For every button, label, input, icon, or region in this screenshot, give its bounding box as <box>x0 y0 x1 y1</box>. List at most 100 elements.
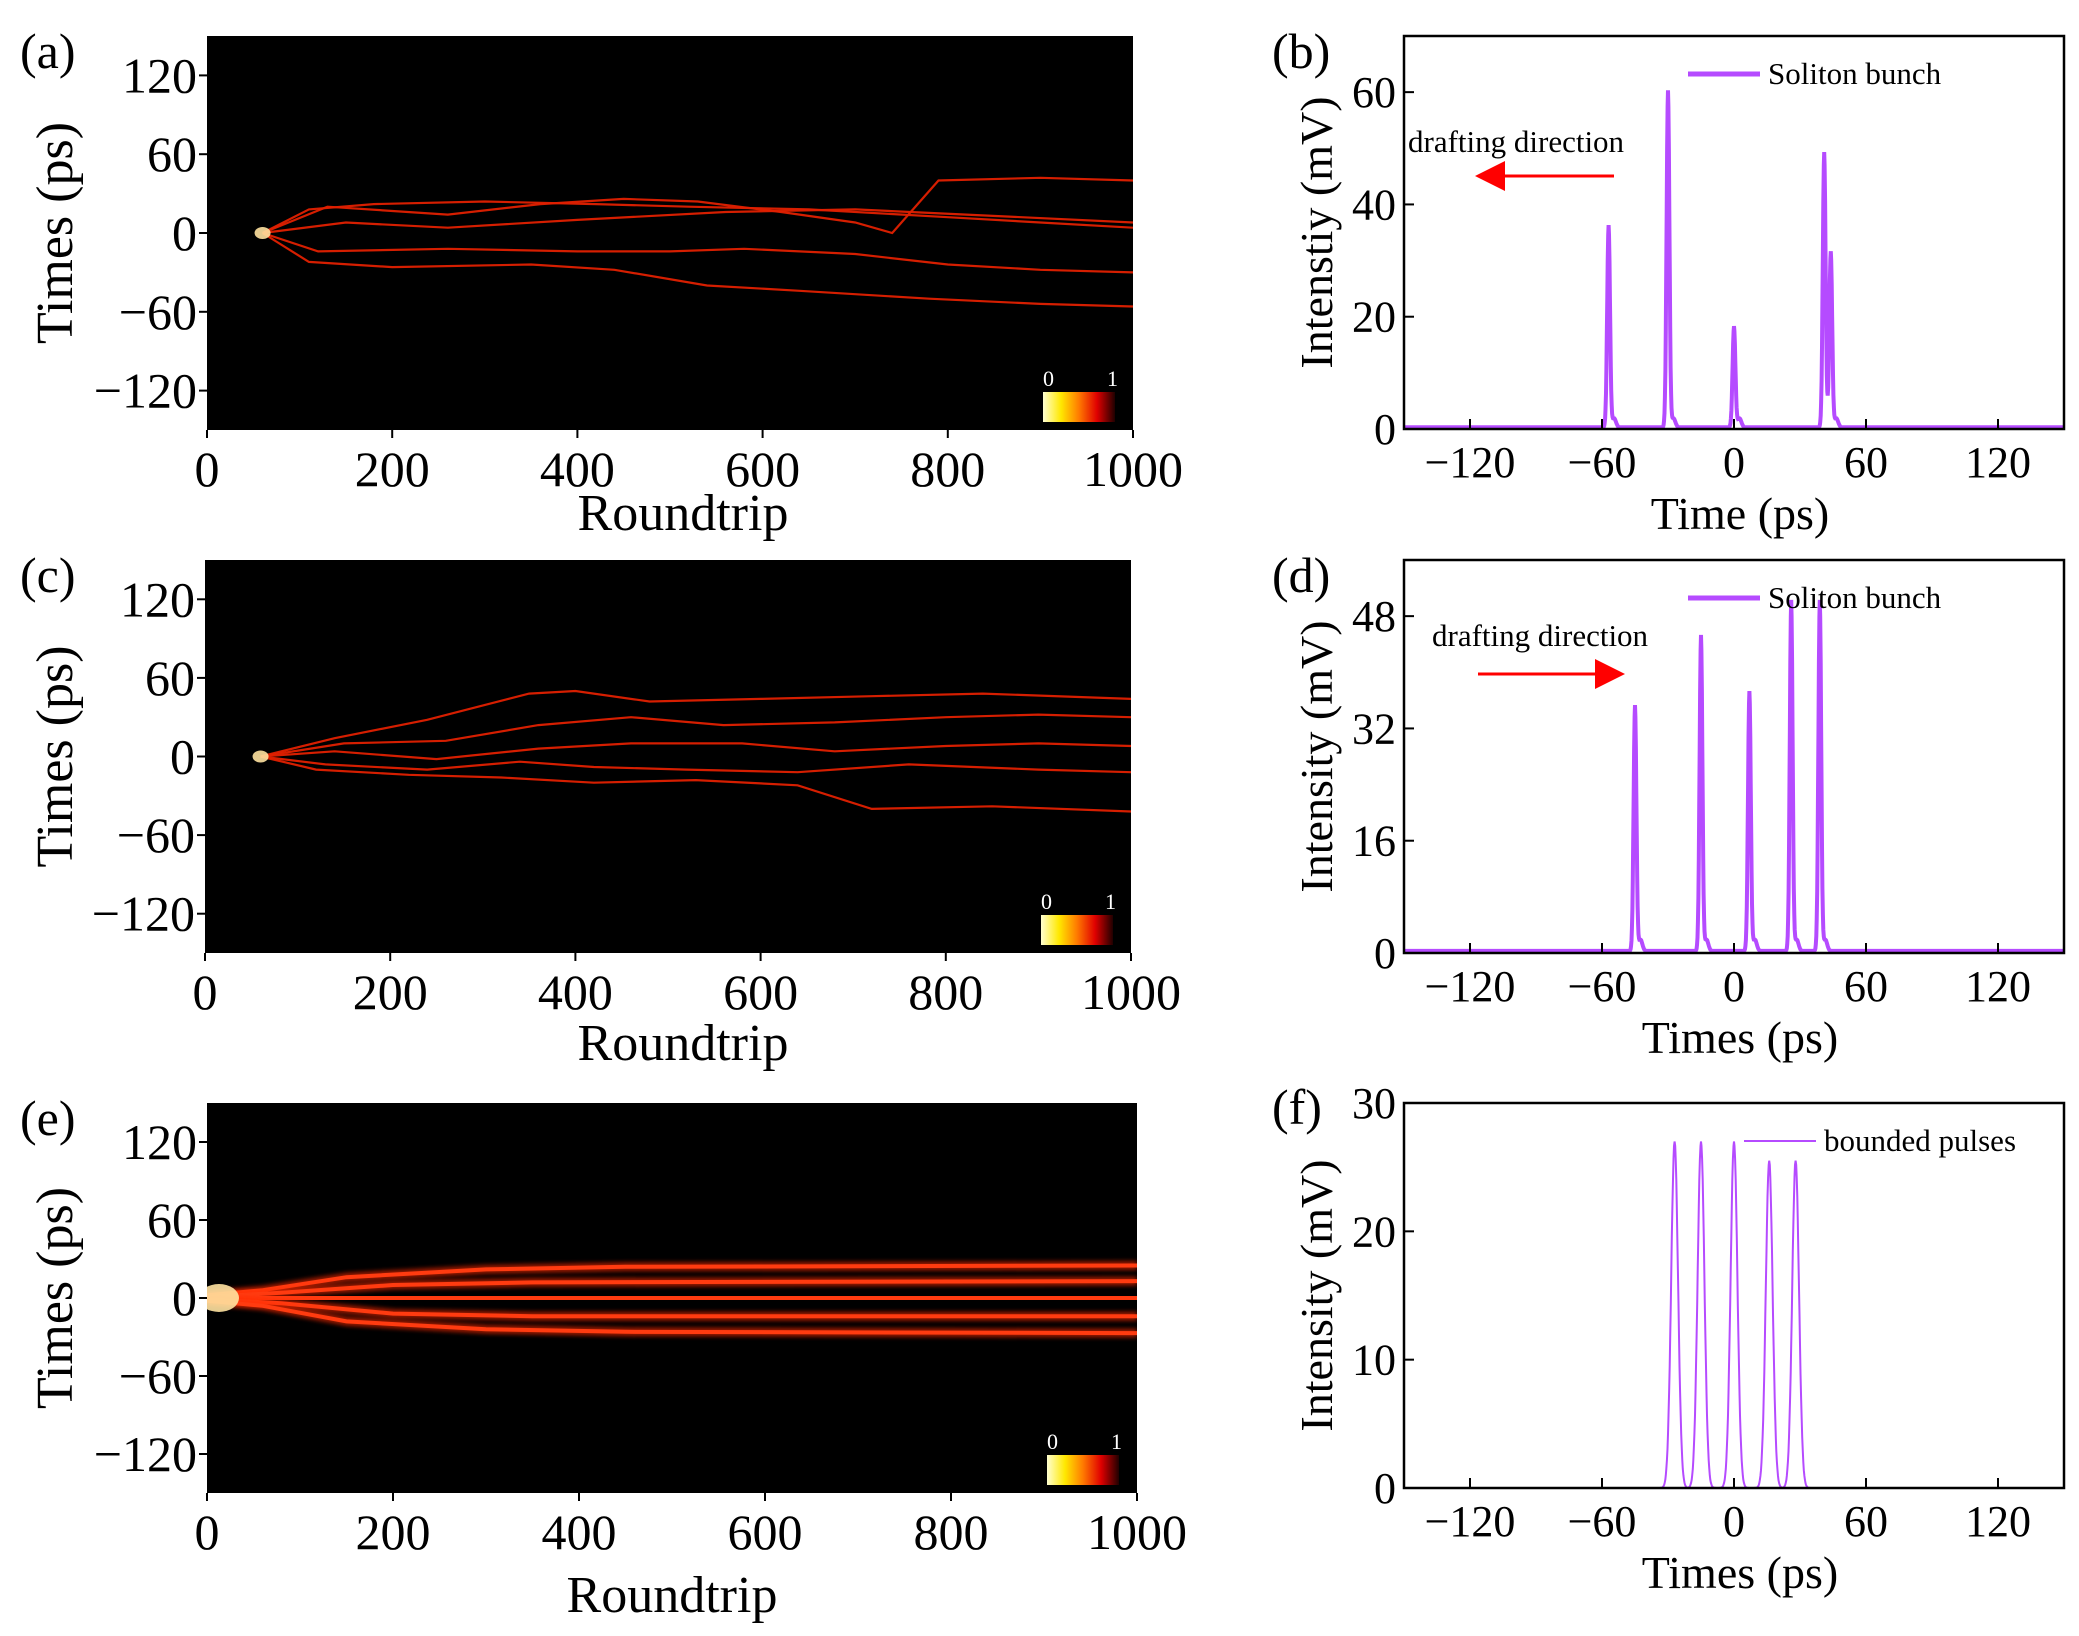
y-tick-label: 0 <box>172 205 197 261</box>
annotation-text: drafting direction <box>1432 618 1649 653</box>
y-tick-label: 32 <box>1352 704 1396 753</box>
y-tick-label: 0 <box>1374 929 1396 978</box>
line-panel-1: (b) −120 −60 0 60 120 0 20 40 60 Time (ps) Intensti… <box>1272 23 2066 539</box>
trace-line <box>262 231 1133 274</box>
trace-line <box>260 755 1131 813</box>
y-tick-label: 30 <box>1352 1079 1396 1128</box>
trace-line <box>260 713 1131 758</box>
series-line <box>1404 90 2064 430</box>
x-tick-label: 200 <box>356 1504 431 1560</box>
y-tick-label: 120 <box>120 571 195 627</box>
y-tick-label: 0 <box>1374 405 1396 454</box>
x-tick-label: 400 <box>538 964 613 1020</box>
x-tick-label: 0 <box>1723 1497 1745 1546</box>
x-tick-label: 0 <box>195 1504 220 1560</box>
colorbar <box>1043 392 1115 422</box>
y-tick-label: 48 <box>1352 592 1396 641</box>
x-tick-label: 120 <box>1965 962 2031 1011</box>
y-tick-label: 60 <box>147 126 197 182</box>
x-tick-label: 0 <box>193 964 218 1020</box>
legend-label: Soliton bunch <box>1768 580 1942 615</box>
x-tick-label: −120 <box>1425 1497 1516 1546</box>
y-axis-label: Times (ps) <box>27 645 84 867</box>
y-axis-label: Intenstiy (mV) <box>1291 96 1342 368</box>
x-tick-label: 1000 <box>1087 1504 1187 1560</box>
y-tick-label: 10 <box>1352 1336 1396 1385</box>
y-tick-label: −120 <box>92 886 195 942</box>
x-tick-label: 1000 <box>1083 441 1183 497</box>
x-tick-label: 120 <box>1965 1497 2031 1546</box>
y-tick-label: 0 <box>172 1270 197 1326</box>
trace-line <box>260 689 1131 758</box>
x-axis-label: Roundtrip <box>567 1567 778 1624</box>
x-tick-label: 60 <box>1844 962 1888 1011</box>
x-tick-label: 600 <box>725 441 800 497</box>
panel-label: (d) <box>1272 547 1330 603</box>
panel-label: (b) <box>1272 23 1330 79</box>
y-tick-label: −60 <box>119 1348 197 1404</box>
x-tick-label: −60 <box>1568 1497 1637 1546</box>
y-tick-label: 120 <box>122 1114 197 1170</box>
trace-line <box>262 232 1133 308</box>
x-tick-label: 200 <box>353 964 428 1020</box>
colorbar-max-label: 1 <box>1111 1429 1122 1454</box>
y-axis-label: Times (ps) <box>27 1187 84 1409</box>
x-tick-label: 800 <box>908 964 983 1020</box>
x-tick-label: 400 <box>542 1504 617 1560</box>
y-axis-label: Intensity (mV) <box>1291 1159 1342 1431</box>
y-tick-label: −120 <box>94 363 197 419</box>
y-tick-label: 20 <box>1352 1207 1396 1256</box>
x-tick-label: −120 <box>1425 962 1516 1011</box>
trace-line <box>260 755 1131 774</box>
colorbar <box>1041 915 1113 945</box>
x-tick-label: 600 <box>723 964 798 1020</box>
x-tick-label: 800 <box>914 1504 989 1560</box>
line-panel-5: (f) −120 −60 0 60 120 0 10 20 30 Times (ps) Intensi… <box>1272 1079 2066 1598</box>
trace-line <box>207 1298 1137 1336</box>
panel-label: (a) <box>20 23 76 79</box>
heatmap-panel-4: (e)0 10 200 400 600 800 1000120600−60−120Round… <box>20 1090 1187 1624</box>
x-axis-label: Times (ps) <box>1642 1012 1838 1063</box>
x-tick-label: 600 <box>728 1504 803 1560</box>
line-panel-3: (d) −120 −60 0 60 120 0 16 32 48 Times (ps) Intensi… <box>1272 547 2066 1063</box>
x-tick-label: 0 <box>1723 438 1745 487</box>
trace-group <box>254 176 1133 308</box>
origin-spot <box>207 1284 239 1312</box>
x-tick-label: 120 <box>1965 438 2031 487</box>
y-tick-label: 20 <box>1352 293 1396 342</box>
y-tick-label: 60 <box>145 650 195 706</box>
x-tick-label: 60 <box>1844 1497 1888 1546</box>
y-tick-label: 40 <box>1352 180 1396 229</box>
colorbar-min-label: 0 <box>1047 1429 1058 1454</box>
plot-frame <box>1402 1101 2066 1490</box>
origin-spot <box>252 750 269 763</box>
x-tick-label: −120 <box>1425 438 1516 487</box>
y-axis-label: Intensity (mV) <box>1291 620 1342 892</box>
y-tick-label: 16 <box>1352 817 1396 866</box>
x-tick-label: 0 <box>195 441 220 497</box>
colorbar-max-label: 1 <box>1105 889 1116 914</box>
x-tick-label: −60 <box>1568 438 1637 487</box>
x-tick-label: 400 <box>540 441 615 497</box>
trace-group <box>207 1261 1137 1338</box>
annotation-text: drafting direction <box>1408 124 1625 159</box>
y-axis-label: Times (ps) <box>27 122 84 344</box>
colorbar-min-label: 0 <box>1043 366 1054 391</box>
y-tick-label: −120 <box>94 1426 197 1482</box>
trace-line <box>262 176 1133 235</box>
y-tick-label: −60 <box>117 807 195 863</box>
trace-line <box>260 742 1131 761</box>
y-tick-label: 0 <box>170 729 195 785</box>
colorbar-min-label: 0 <box>1041 889 1052 914</box>
y-tick-label: 120 <box>122 47 197 103</box>
heatmap-background <box>205 560 1131 953</box>
y-tick-label: 60 <box>1352 68 1396 117</box>
colorbar <box>1047 1455 1119 1485</box>
panel-label: (e) <box>20 1090 76 1146</box>
origin-spot <box>254 227 271 239</box>
x-tick-label: 0 <box>1723 962 1745 1011</box>
x-tick-label: 60 <box>1844 438 1888 487</box>
series-line <box>1404 1141 2064 1489</box>
x-axis-label: Roundtrip <box>578 485 789 542</box>
